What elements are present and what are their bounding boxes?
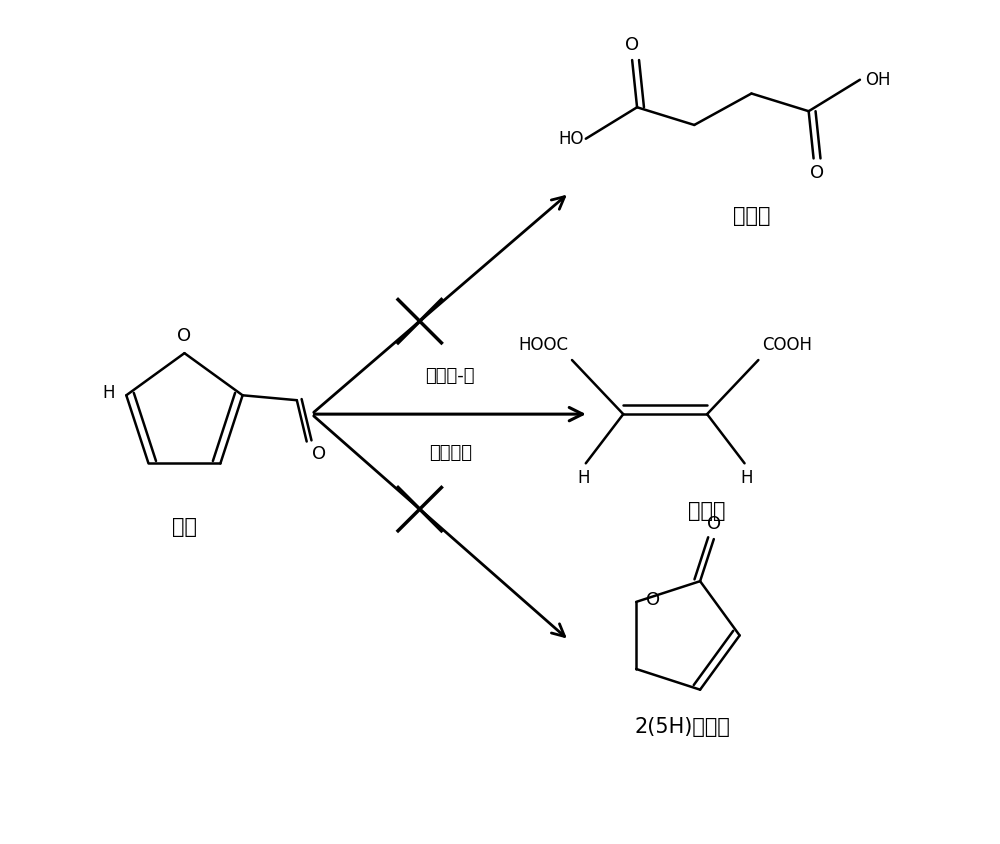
Text: 2(5H)呰喜鑰: 2(5H)呰喜鑰 <box>634 717 730 737</box>
Text: H: H <box>578 469 590 487</box>
Text: O: O <box>625 36 639 54</box>
Text: HOOC: HOOC <box>518 336 568 354</box>
Text: O: O <box>177 327 192 345</box>
Text: COOH: COOH <box>762 336 812 354</box>
Text: HO: HO <box>558 130 584 148</box>
Text: 倂化氧化: 倂化氧化 <box>429 444 472 462</box>
Text: OH: OH <box>865 71 890 89</box>
Text: 马来酸: 马来酸 <box>688 500 726 521</box>
Text: O: O <box>646 591 660 609</box>
Text: H: H <box>102 384 114 403</box>
Text: H: H <box>740 469 753 487</box>
Text: O: O <box>810 165 825 182</box>
Text: O: O <box>707 515 721 533</box>
Text: 渴化鿠-碱: 渴化鿠-碱 <box>425 366 475 385</box>
Text: 丁二酸: 丁二酸 <box>733 206 770 225</box>
Text: O: O <box>312 446 326 463</box>
Text: 糘醒: 糘醒 <box>172 517 197 538</box>
